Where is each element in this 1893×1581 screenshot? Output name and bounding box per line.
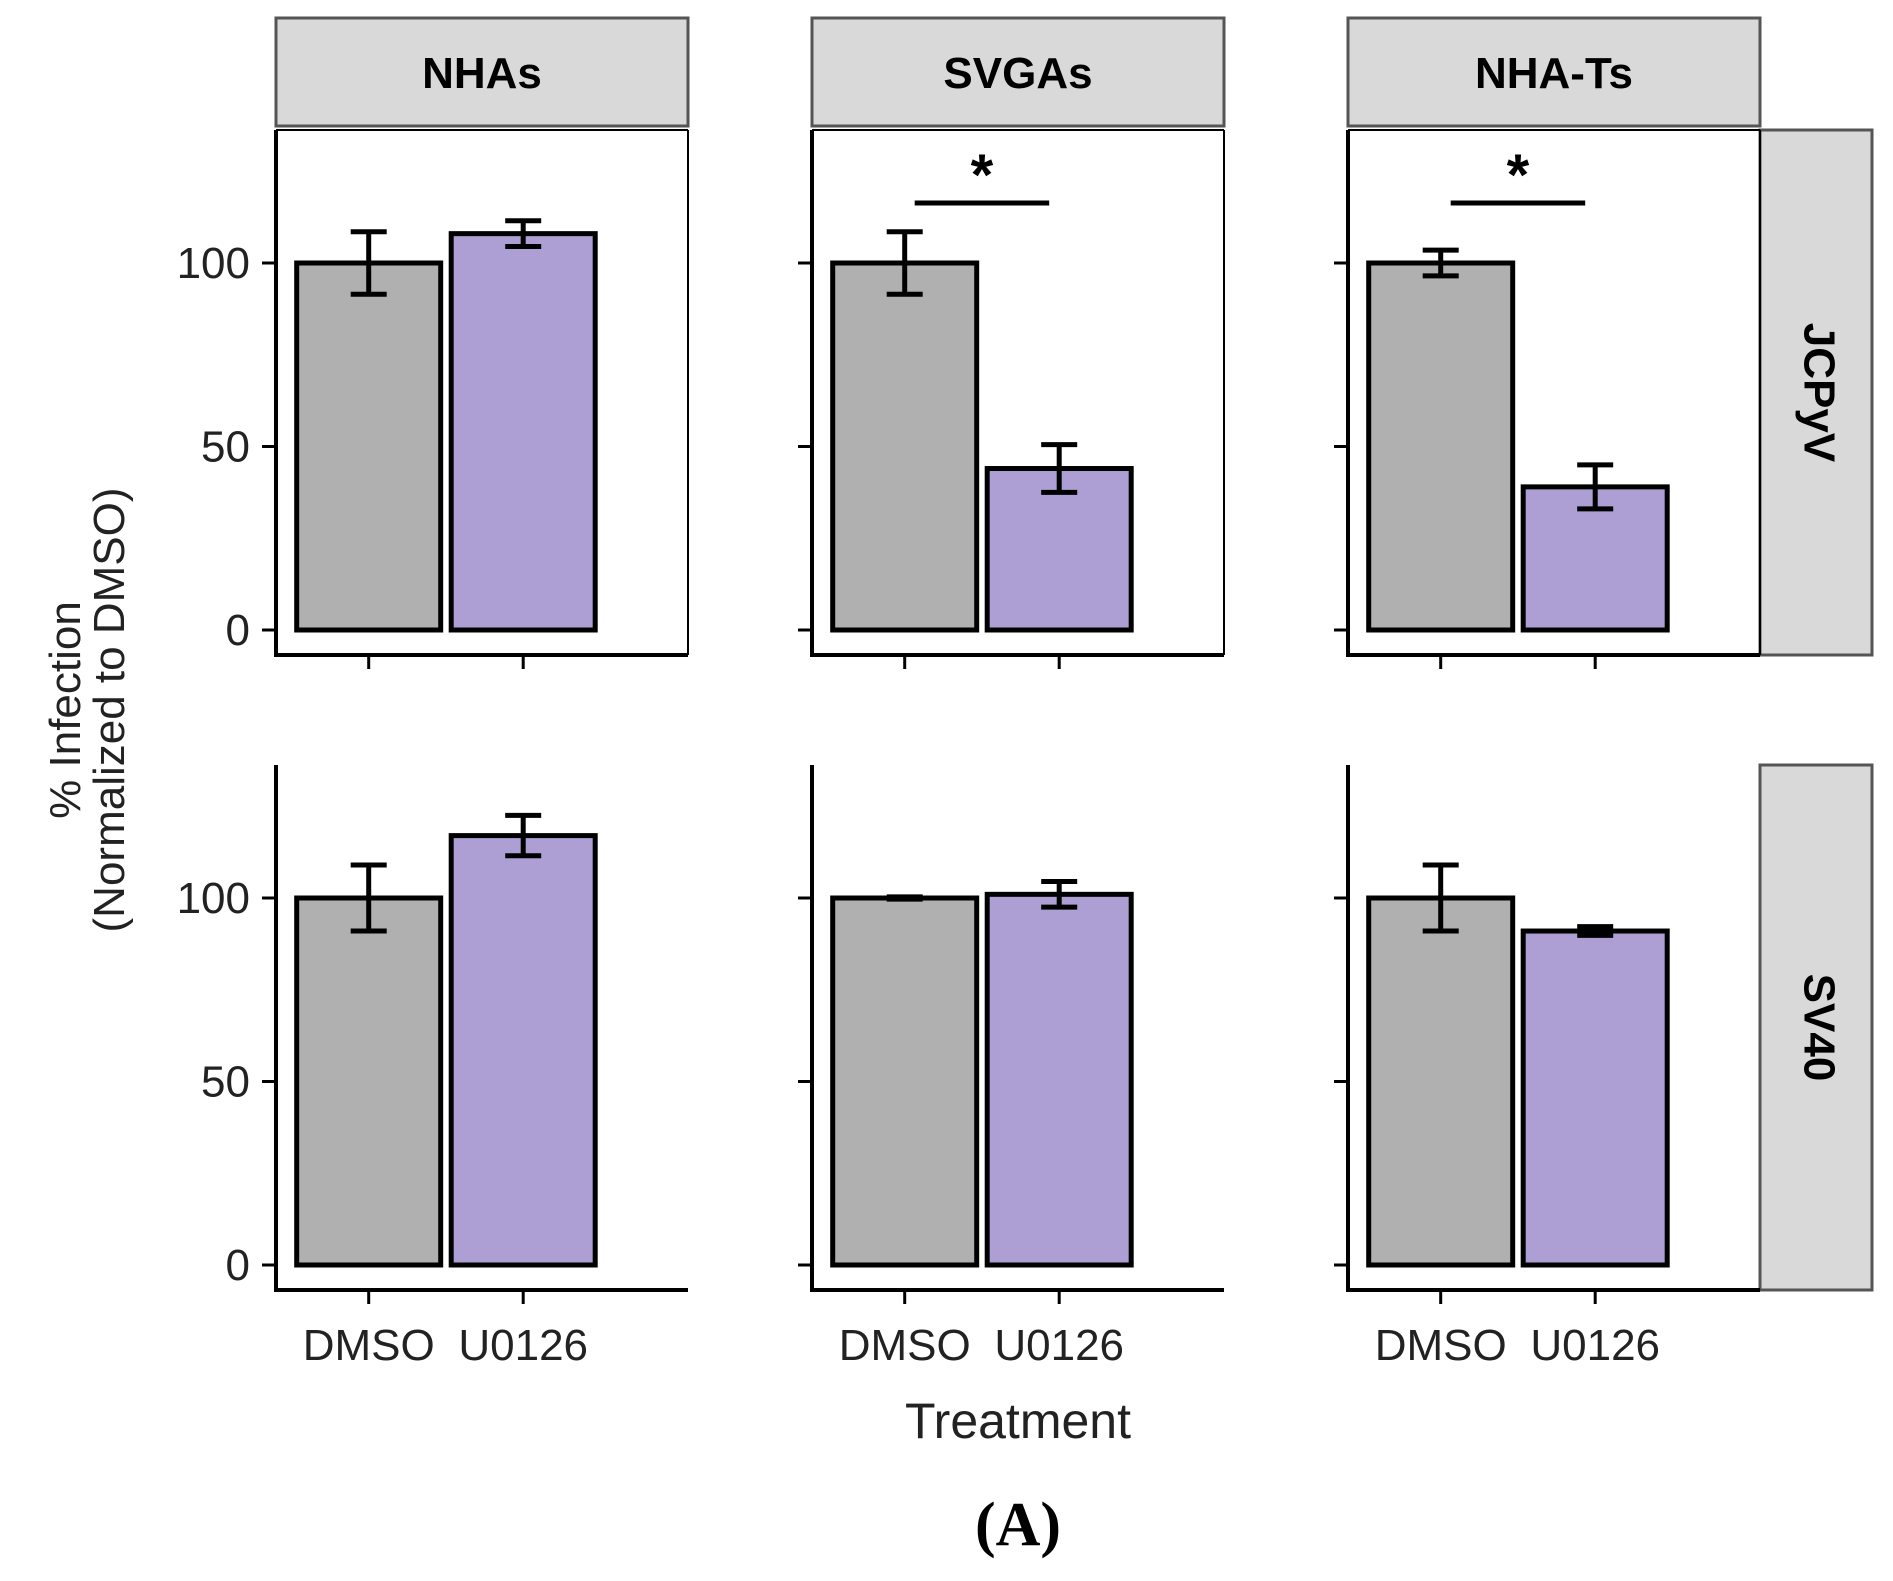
y-tick-label: 0 xyxy=(226,1241,250,1290)
y-tick-label: 100 xyxy=(177,874,250,923)
y-tick-label: 50 xyxy=(201,423,250,472)
bar-dmso xyxy=(830,895,980,1268)
bar-dmso xyxy=(830,260,980,633)
significance-asterisk: * xyxy=(971,143,994,208)
x-tick-label: U0126 xyxy=(994,1321,1124,1370)
row-strip-label: JCPyV xyxy=(1794,323,1843,463)
facet-strip-svgas xyxy=(810,16,1226,128)
facet-strip-label: NHAs xyxy=(422,49,542,98)
bar-u0126 xyxy=(984,891,1134,1268)
significance-asterisk: * xyxy=(1507,143,1530,208)
bar-u0126 xyxy=(448,231,598,633)
bar-u0126 xyxy=(1520,928,1670,1268)
row-strip-jcpyv xyxy=(1758,128,1874,657)
x-axis-title: Treatment xyxy=(905,1393,1131,1449)
facet-strip-nha-ts xyxy=(1346,16,1762,128)
bar-u0126 xyxy=(984,466,1134,633)
y-tick-label: 0 xyxy=(226,606,250,655)
bar-dmso xyxy=(294,260,444,633)
y-tick-label: 100 xyxy=(177,239,250,288)
x-tick-label: U0126 xyxy=(1530,1321,1660,1370)
x-tick-label: U0126 xyxy=(458,1321,588,1370)
y-axis-title-line1: % Infection xyxy=(41,601,90,819)
bar-dmso xyxy=(294,895,444,1268)
bar-dmso xyxy=(1366,260,1516,633)
row-strip-sv40 xyxy=(1758,763,1874,1292)
facet-strip-nhas xyxy=(274,16,690,128)
y-tick-label: 50 xyxy=(201,1058,250,1107)
x-tick-label: DMSO xyxy=(839,1321,971,1370)
y-axis-title-line2: (Normalized to DMSO) xyxy=(85,488,134,933)
facet-strip-label: SVGAs xyxy=(943,49,1092,98)
bar-u0126 xyxy=(448,833,598,1268)
facet-strip-label: NHA-Ts xyxy=(1475,49,1633,98)
figure-label: (A) xyxy=(975,1491,1061,1559)
bar-dmso xyxy=(1366,895,1516,1268)
row-strip-label: SV40 xyxy=(1794,974,1843,1082)
x-tick-label: DMSO xyxy=(303,1321,435,1370)
x-tick-label: DMSO xyxy=(1375,1321,1507,1370)
